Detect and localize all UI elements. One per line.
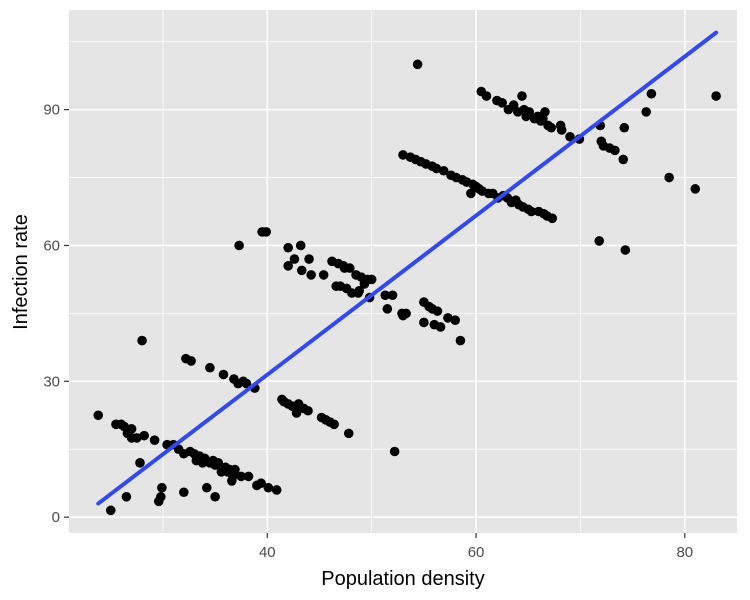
data-point <box>517 91 527 101</box>
data-point <box>139 430 149 441</box>
data-point <box>431 163 442 174</box>
data-point <box>218 369 229 380</box>
data-point <box>664 172 674 183</box>
x-axis-ticks: 40 60 80 <box>259 533 693 561</box>
data-point <box>261 227 272 237</box>
y-tick-label: 90 <box>43 102 60 119</box>
data-point <box>283 242 293 253</box>
data-point <box>241 378 252 389</box>
data-point <box>230 464 240 475</box>
major-gridlines <box>69 10 737 533</box>
data-point <box>343 428 354 439</box>
data-point <box>210 491 220 502</box>
data-point <box>236 471 247 482</box>
data-point <box>481 91 492 101</box>
data-point <box>565 131 575 142</box>
data-point <box>234 240 244 251</box>
data-point <box>547 213 558 224</box>
x-tick-label: 60 <box>468 544 485 561</box>
data-point <box>497 98 507 108</box>
data-point <box>455 335 466 346</box>
data-point <box>540 107 550 117</box>
data-point <box>641 107 651 117</box>
data-point <box>296 265 307 276</box>
data-point <box>105 505 116 516</box>
data-point <box>329 419 339 430</box>
y-axis-ticks: 0 30 60 90 <box>43 102 69 526</box>
data-point <box>690 184 701 194</box>
data-point <box>450 315 460 325</box>
data-point <box>137 335 147 346</box>
data-point <box>256 478 266 488</box>
x-axis-title: Population density <box>321 568 484 590</box>
y-axis-title: Infection rate <box>10 214 32 330</box>
data-point <box>620 245 631 255</box>
data-point <box>466 188 476 199</box>
data-point <box>556 125 567 135</box>
data-point <box>389 446 400 457</box>
data-point <box>157 482 167 493</box>
data-point <box>318 270 329 280</box>
data-point <box>382 304 393 314</box>
data-point <box>283 261 293 271</box>
data-points <box>93 59 721 516</box>
y-tick-label: 30 <box>43 373 60 390</box>
data-point <box>344 263 355 273</box>
y-tick-label: 60 <box>43 237 60 254</box>
data-point <box>366 274 377 285</box>
data-point <box>304 254 314 264</box>
data-point <box>594 236 605 246</box>
data-point <box>419 317 429 328</box>
data-point <box>132 433 142 443</box>
data-point <box>546 122 557 133</box>
data-point <box>380 290 391 301</box>
data-point <box>263 482 274 493</box>
data-point <box>618 154 629 165</box>
y-tick-label: 0 <box>52 509 60 526</box>
data-point <box>205 362 215 373</box>
x-tick-label: 80 <box>676 544 693 561</box>
data-point <box>619 122 630 133</box>
data-point <box>526 206 537 217</box>
data-point <box>201 482 212 493</box>
data-point <box>291 408 302 418</box>
data-point <box>93 410 104 421</box>
data-point <box>412 59 423 70</box>
data-point <box>149 435 160 445</box>
x-tick-label: 40 <box>259 544 276 561</box>
data-point <box>135 458 145 468</box>
data-point <box>289 254 300 264</box>
data-point <box>213 458 224 468</box>
data-point <box>354 285 364 296</box>
data-point <box>443 313 453 323</box>
data-point <box>271 485 282 495</box>
data-point <box>186 356 196 366</box>
data-point <box>179 487 189 498</box>
data-point <box>306 270 316 280</box>
data-point <box>401 308 411 319</box>
data-point <box>438 165 449 176</box>
data-point <box>126 424 137 434</box>
data-point <box>387 290 398 301</box>
data-point <box>646 88 657 99</box>
data-point <box>524 107 535 117</box>
data-point <box>243 471 254 482</box>
trend-line <box>96 30 719 506</box>
data-point <box>121 491 132 502</box>
data-point <box>303 405 313 416</box>
data-point <box>156 491 166 502</box>
data-point <box>435 322 446 332</box>
data-point <box>610 145 620 156</box>
data-point <box>711 91 721 101</box>
data-point <box>432 306 443 316</box>
data-point <box>398 150 408 160</box>
data-point <box>295 240 306 251</box>
